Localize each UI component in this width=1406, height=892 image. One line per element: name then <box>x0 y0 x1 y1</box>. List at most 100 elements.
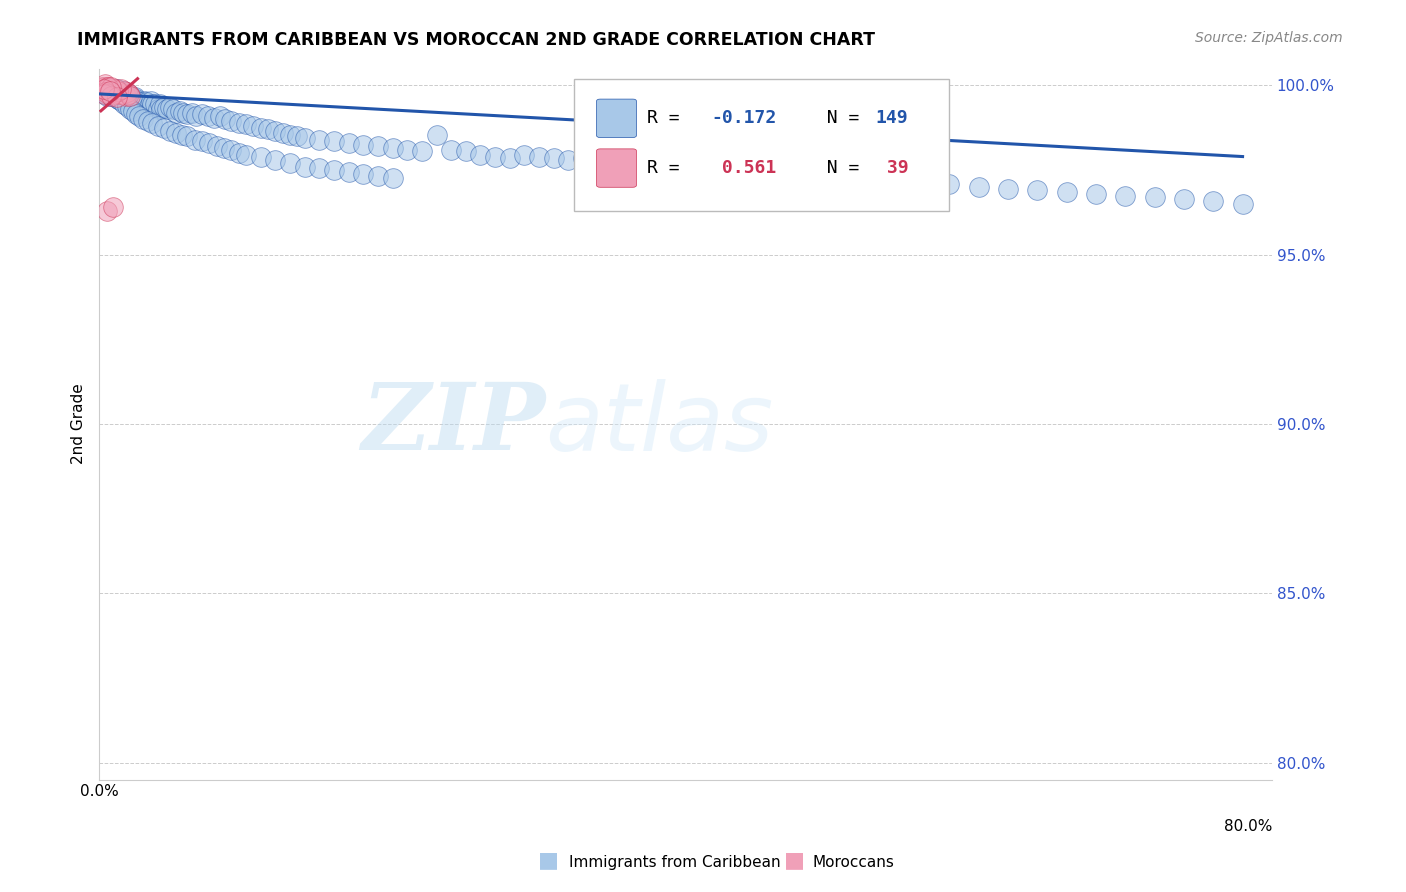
Immigrants from Caribbean <box>733 165 755 179</box>
Immigrants from Caribbean <box>285 129 308 144</box>
FancyBboxPatch shape <box>574 79 949 211</box>
Immigrants from Caribbean <box>134 94 156 108</box>
Immigrants from Caribbean <box>470 148 492 162</box>
Text: -0.172: -0.172 <box>711 110 776 128</box>
Immigrants from Caribbean <box>112 97 135 112</box>
Immigrants from Caribbean <box>792 168 814 182</box>
Immigrants from Caribbean <box>169 103 191 118</box>
Immigrants from Caribbean <box>138 99 160 113</box>
Immigrants from Caribbean <box>249 150 271 164</box>
Immigrants from Caribbean <box>165 105 187 120</box>
Immigrants from Caribbean <box>851 171 873 186</box>
Immigrants from Caribbean <box>107 92 129 106</box>
Immigrants from Caribbean <box>96 88 118 103</box>
FancyBboxPatch shape <box>596 149 637 187</box>
Immigrants from Caribbean <box>294 131 316 145</box>
Immigrants from Caribbean <box>499 151 522 165</box>
Y-axis label: 2nd Grade: 2nd Grade <box>72 384 86 465</box>
Immigrants from Caribbean <box>308 161 330 176</box>
Immigrants from Caribbean <box>586 154 609 169</box>
Immigrants from Caribbean <box>1114 188 1136 202</box>
Immigrants from Caribbean <box>1056 185 1078 199</box>
Moroccans <box>110 82 132 96</box>
Immigrants from Caribbean <box>294 160 316 174</box>
Moroccans <box>93 87 115 101</box>
Text: Source: ZipAtlas.com: Source: ZipAtlas.com <box>1195 31 1343 45</box>
Moroccans <box>117 85 139 99</box>
Immigrants from Caribbean <box>235 148 257 162</box>
Moroccans <box>96 203 118 218</box>
Immigrants from Caribbean <box>153 100 176 114</box>
Immigrants from Caribbean <box>176 129 198 144</box>
Immigrants from Caribbean <box>111 92 134 106</box>
Moroccans <box>94 82 117 96</box>
Immigrants from Caribbean <box>159 100 181 114</box>
Immigrants from Caribbean <box>228 116 250 130</box>
Immigrants from Caribbean <box>308 133 330 147</box>
Immigrants from Caribbean <box>125 107 148 121</box>
Immigrants from Caribbean <box>117 92 139 106</box>
Immigrants from Caribbean <box>278 156 301 170</box>
Immigrants from Caribbean <box>153 120 176 135</box>
Immigrants from Caribbean <box>425 128 447 142</box>
Moroccans <box>93 80 115 95</box>
Immigrants from Caribbean <box>165 126 187 140</box>
Immigrants from Caribbean <box>264 153 287 167</box>
Moroccans <box>101 200 124 214</box>
Immigrants from Caribbean <box>689 163 711 178</box>
Immigrants from Caribbean <box>411 145 433 159</box>
Moroccans <box>100 87 122 101</box>
Immigrants from Caribbean <box>139 94 162 108</box>
Moroccans <box>94 77 117 91</box>
Text: 0.561: 0.561 <box>711 159 776 178</box>
Immigrants from Caribbean <box>454 145 477 159</box>
Text: 80.0%: 80.0% <box>1223 819 1272 834</box>
Moroccans <box>105 90 128 104</box>
Immigrants from Caribbean <box>104 90 127 104</box>
Immigrants from Caribbean <box>170 128 193 142</box>
Moroccans <box>91 80 114 95</box>
Immigrants from Caribbean <box>367 169 389 183</box>
Immigrants from Caribbean <box>352 137 374 152</box>
Immigrants from Caribbean <box>110 94 132 108</box>
Moroccans <box>93 83 115 97</box>
Immigrants from Caribbean <box>543 151 565 165</box>
Moroccans <box>94 85 117 99</box>
Moroccans <box>100 88 122 103</box>
Immigrants from Caribbean <box>98 87 121 101</box>
Moroccans <box>97 80 120 95</box>
Text: N =: N = <box>806 159 870 178</box>
Immigrants from Caribbean <box>513 148 536 162</box>
Immigrants from Caribbean <box>221 143 243 157</box>
Immigrants from Caribbean <box>114 90 136 104</box>
Immigrants from Caribbean <box>112 83 135 97</box>
Moroccans <box>110 87 132 101</box>
Immigrants from Caribbean <box>180 105 202 120</box>
Immigrants from Caribbean <box>1143 190 1166 204</box>
Immigrants from Caribbean <box>122 103 145 118</box>
Text: ■: ■ <box>538 850 558 870</box>
Immigrants from Caribbean <box>205 139 228 153</box>
Moroccans <box>101 87 124 101</box>
Immigrants from Caribbean <box>162 102 184 116</box>
Immigrants from Caribbean <box>121 92 143 106</box>
Immigrants from Caribbean <box>396 143 419 157</box>
Immigrants from Caribbean <box>214 112 236 127</box>
Moroccans <box>93 82 115 96</box>
Immigrants from Caribbean <box>271 126 294 140</box>
Immigrants from Caribbean <box>630 156 652 170</box>
Immigrants from Caribbean <box>191 107 214 121</box>
Immigrants from Caribbean <box>141 97 163 112</box>
Immigrants from Caribbean <box>107 92 129 106</box>
Immigrants from Caribbean <box>94 87 117 101</box>
Immigrants from Caribbean <box>156 102 179 116</box>
Immigrants from Caribbean <box>1085 186 1108 201</box>
Moroccans <box>96 80 118 95</box>
Immigrants from Caribbean <box>880 173 903 187</box>
Immigrants from Caribbean <box>675 161 697 176</box>
Immigrants from Caribbean <box>527 150 550 164</box>
Immigrants from Caribbean <box>125 92 148 106</box>
Text: Immigrants from Caribbean: Immigrants from Caribbean <box>569 855 782 870</box>
Immigrants from Caribbean <box>440 143 463 157</box>
Immigrants from Caribbean <box>616 154 638 169</box>
